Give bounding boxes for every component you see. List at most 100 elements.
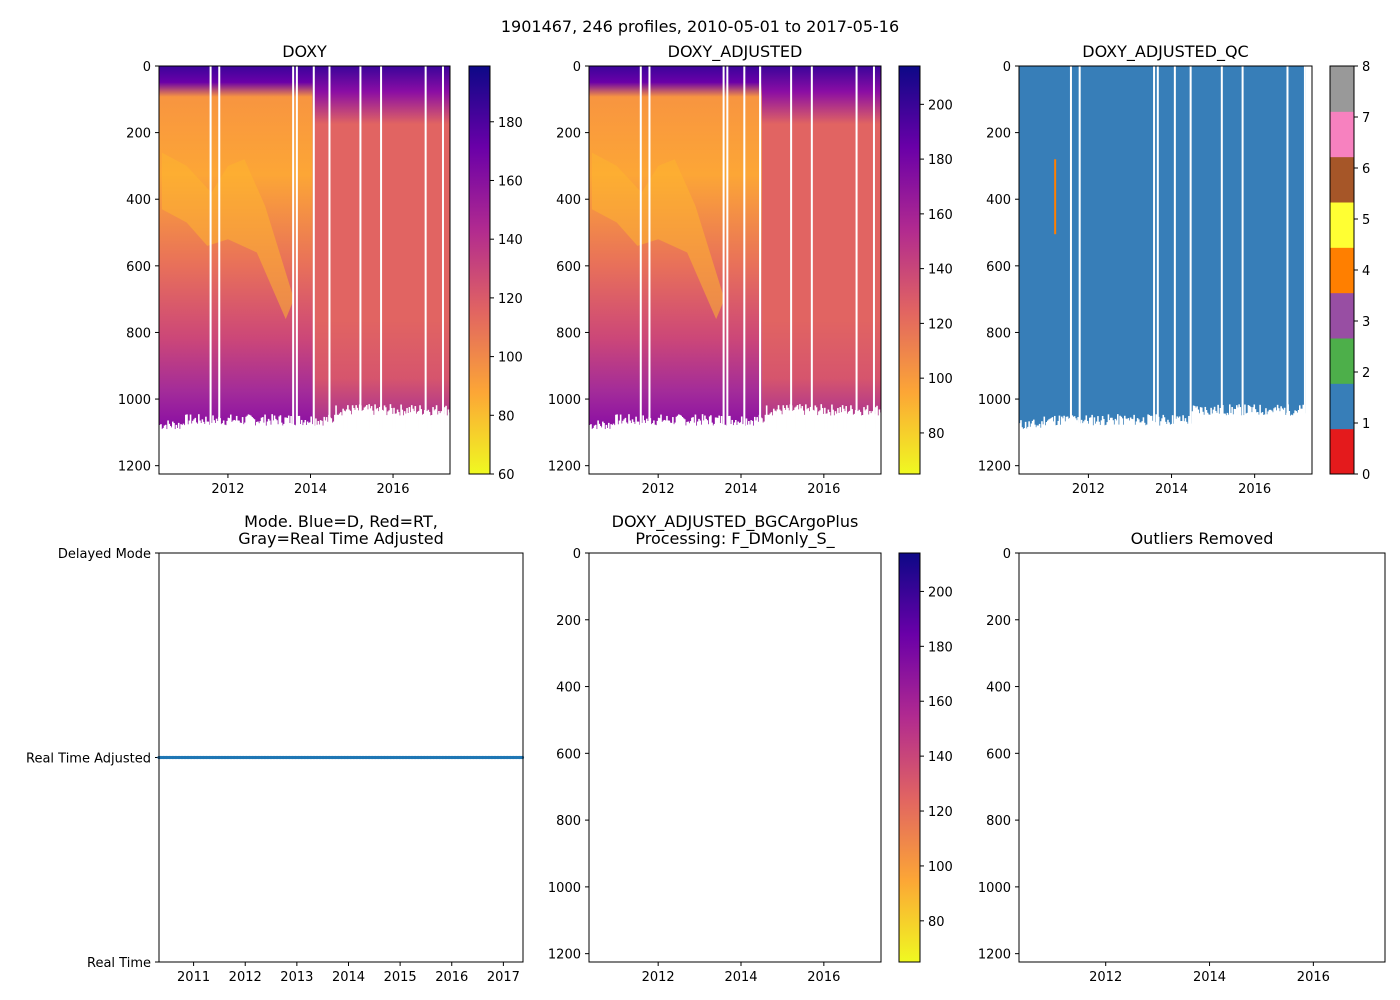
profile-bottom-mask: [179, 428, 181, 474]
profile-bottom-mask: [666, 415, 668, 474]
profile-bottom-mask: [429, 415, 432, 474]
profile-field-early: [589, 66, 762, 430]
qc-bottom-mask: [1117, 414, 1119, 474]
qc-bottom-mask: [1252, 407, 1254, 474]
profile-bottom-mask: [610, 424, 612, 474]
qc-bottom-mask: [1146, 424, 1148, 474]
mode-category-label: Real Time Adjusted: [26, 752, 151, 767]
qc-bottom-mask: [1103, 418, 1105, 474]
qc-bottom-mask: [1099, 424, 1102, 474]
x-tick-label: 2016: [807, 482, 840, 497]
x-tick-label: 2016: [376, 482, 409, 497]
profile-bottom-mask: [650, 424, 653, 474]
profile-bottom-mask: [635, 416, 637, 474]
profile-bottom-mask: [617, 424, 620, 474]
y-tick-label: 1200: [978, 460, 1011, 475]
profile-bottom-mask: [664, 420, 667, 474]
profile-bottom-mask: [668, 420, 671, 474]
profile-bottom-mask: [612, 423, 615, 474]
qc-bottom-mask: [1138, 419, 1140, 474]
profile-bottom-mask: [175, 424, 178, 474]
qc-bottom-mask: [1105, 424, 1107, 474]
profile-bottom-mask: [632, 421, 635, 474]
colorbar-doxy: [469, 66, 490, 474]
profile-bottom-mask: [596, 429, 598, 474]
profile-bottom-mask: [282, 425, 284, 474]
profile-bottom-mask: [386, 415, 388, 474]
profile-bottom-mask: [623, 419, 626, 474]
profile-bottom-mask: [277, 424, 279, 474]
qc-colorbar-tick-label: 8: [1362, 60, 1370, 75]
qc-bottom-mask: [1211, 413, 1214, 474]
qc-bottom-mask: [1061, 416, 1063, 474]
qc-bottom-mask: [1111, 417, 1113, 474]
qc-bottom-mask: [1212, 409, 1215, 474]
profile-bottom-mask: [273, 415, 276, 474]
qc-bottom-mask: [1090, 417, 1092, 474]
qc-bottom-mask: [1045, 422, 1048, 474]
qc-bottom-mask: [1076, 420, 1078, 474]
y-tick-label: 200: [126, 127, 151, 142]
y-tick-label: 0: [573, 60, 581, 75]
profile-bottom-mask: [818, 411, 820, 474]
profile-bottom-mask: [418, 410, 420, 474]
profile-bottom-mask: [276, 420, 278, 474]
profile-bottom-mask: [399, 415, 401, 474]
profile-bottom-mask: [851, 409, 853, 474]
profile-bottom-mask: [428, 411, 431, 474]
profile-bottom-mask: [284, 417, 286, 474]
x-tick-label: 2014: [294, 482, 327, 497]
qc-bottom-mask: [1204, 406, 1207, 474]
profile-bottom-mask: [717, 418, 719, 474]
x-tick-label: 2012: [211, 482, 244, 497]
qc-bottom-mask: [1185, 421, 1188, 474]
profile-bottom-mask: [354, 409, 356, 474]
profile-bottom-mask: [246, 415, 249, 474]
profile-bottom-mask: [673, 424, 675, 474]
profile-bottom-mask: [879, 412, 881, 474]
profile-bottom-mask: [287, 415, 290, 474]
y-tick-label: 800: [126, 326, 151, 341]
profile-bottom-mask: [656, 420, 659, 474]
qc-colorbar-tick-label: 3: [1362, 315, 1370, 330]
profile-bottom-mask: [662, 420, 665, 474]
profile-bottom-mask: [769, 413, 772, 474]
profile-bottom-mask: [738, 423, 741, 474]
profile-gap: [312, 66, 315, 474]
profile-bottom-mask: [831, 404, 833, 474]
qc-bottom-mask: [1210, 407, 1212, 474]
profile-bottom-mask: [674, 422, 677, 474]
profile-bottom-mask: [835, 413, 838, 474]
profile-bottom-mask: [419, 405, 421, 474]
x-tick-label: 2012: [229, 970, 262, 985]
profile-bottom-mask: [829, 415, 832, 474]
mode-point: [520, 755, 525, 760]
qc-bottom-mask: [1177, 417, 1180, 474]
profile-bottom-mask: [426, 411, 428, 474]
profile-bottom-mask: [348, 409, 350, 474]
qc-bottom-mask: [1030, 423, 1033, 474]
profile-bottom-mask: [770, 412, 773, 474]
profile-bottom-mask: [719, 423, 722, 474]
profile-bottom-mask: [657, 417, 660, 474]
qc-bottom-mask: [1145, 425, 1147, 474]
profile-bottom-mask: [318, 424, 321, 474]
qc-bottom-mask: [1027, 426, 1029, 474]
profile-bottom-mask: [413, 411, 415, 474]
x-tick-label: 2016: [807, 970, 840, 985]
panel-title-line: Gray=Real Time Adjusted: [238, 529, 444, 548]
profile-bottom-mask: [407, 413, 409, 474]
profile-bottom-mask: [705, 418, 707, 474]
profile-bottom-mask: [421, 414, 424, 474]
profile-bottom-mask: [724, 424, 726, 474]
profile-bottom-mask: [844, 411, 846, 474]
profile-bottom-mask: [190, 423, 193, 474]
qc-bottom-mask: [1280, 406, 1282, 474]
profile-bottom-mask: [859, 411, 862, 474]
qc-bottom-mask: [1132, 419, 1134, 474]
qc-bottom-mask: [1187, 423, 1189, 474]
qc-bottom-mask: [1236, 405, 1238, 474]
profile-bottom-mask: [375, 409, 378, 474]
profile-bottom-mask: [629, 420, 631, 474]
qc-bottom-mask: [1094, 423, 1097, 474]
